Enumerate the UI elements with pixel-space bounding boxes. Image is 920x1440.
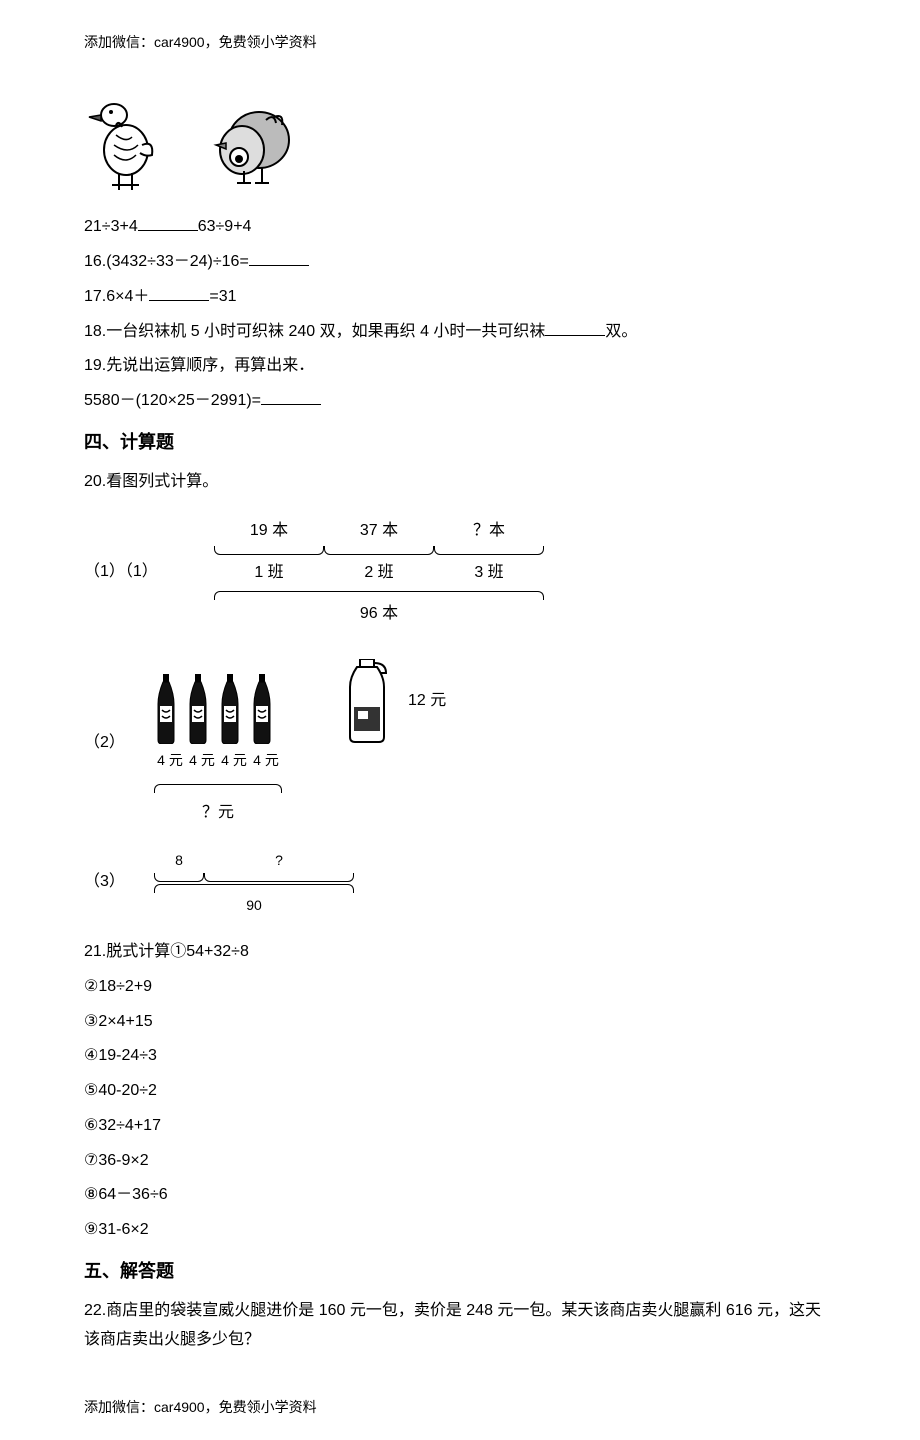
q21-item-7: ⑦36-9×2: [84, 1147, 836, 1176]
q21-intro: 21.脱式计算①54+32÷8: [84, 938, 836, 967]
q19-line2: 5580－(120×25－2991)=: [84, 387, 836, 416]
d2-p1: 4 元: [154, 748, 186, 773]
animal-images: [84, 95, 836, 195]
q20-intro: 20.看图列式计算。: [84, 468, 836, 497]
bottle-icon: [154, 674, 178, 744]
d1-bottom: 96 本: [214, 600, 544, 629]
q16-text: 16.(3432÷33－24)÷16=: [84, 253, 249, 270]
q21-item-3: ③2×4+15: [84, 1008, 836, 1037]
bottle-icon: [186, 674, 210, 744]
q20-d3-label: （3）: [84, 868, 134, 897]
q18-prefix: 18.一台织袜机 5 小时可织袜 240 双，如果再织 4 小时一共可织袜: [84, 323, 545, 340]
d3-left: 8: [154, 848, 204, 873]
water-bottle-icon: [342, 659, 392, 744]
q20-d3: （3） 8 ? 90: [84, 848, 836, 918]
d1-mid3: 3 班: [434, 559, 544, 588]
section4-title: 四、计算题: [84, 426, 836, 458]
q21-item-9: ⑨31-6×2: [84, 1216, 836, 1245]
q21-item-2: ②18÷2+9: [84, 973, 836, 1002]
bottle-icon: [218, 674, 242, 744]
d1-mid1: 1 班: [214, 559, 324, 588]
d3-right: ?: [204, 848, 354, 873]
d1-top3: ？本: [434, 517, 544, 546]
bottle-icon: [250, 674, 274, 744]
d2-big-price: 12 元: [408, 687, 446, 716]
q20-d1-label: （1）（1）: [84, 558, 194, 587]
q17-suffix: =31: [209, 288, 236, 305]
q19-expr: 5580－(120×25－2991)=: [84, 392, 261, 409]
d2-p3: 4 元: [218, 748, 250, 773]
q21-item-8: ⑧64－36÷6: [84, 1181, 836, 1210]
footer-watermark: 添加微信：car4900，免费领小学资料: [84, 1395, 836, 1420]
q18-line: 18.一台织袜机 5 小时可织袜 240 双，如果再织 4 小时一共可织袜 双。: [84, 318, 836, 347]
q17-line: 17.6×4＋ =31: [84, 283, 836, 312]
d1-top1: 19 本: [214, 517, 324, 546]
d1-top2: 37 本: [324, 517, 434, 546]
q20-d2: （2） 12 元 4 元 4 元 4 元 4 元 ？元: [84, 659, 836, 828]
q22-text: 22.商店里的袋装宣威火腿进价是 160 元一包，卖价是 248 元一包。某天该…: [84, 1297, 836, 1355]
d2-p4: 4 元: [250, 748, 282, 773]
section5-title: 五、解答题: [84, 1255, 836, 1287]
q15-expr1: 21÷3+4: [84, 218, 138, 235]
q20-d1: （1）（1） 19 本 37 本 ？本 1 班 2 班 3 班 96 本: [84, 517, 836, 628]
q21-item-5: ⑤40-20÷2: [84, 1077, 836, 1106]
q20-d2-label: （2）: [84, 729, 134, 758]
q21-item-6: ⑥32÷4+17: [84, 1112, 836, 1141]
q17-prefix: 17.6×4＋: [84, 288, 149, 305]
q15-line: 21÷3+4 63÷9+4: [84, 213, 836, 242]
d1-mid2: 2 班: [324, 559, 434, 588]
q15-expr2: 63÷9+4: [198, 218, 252, 235]
d2-total-label: ？元: [154, 799, 282, 828]
q19-line1: 19.先说出运算顺序，再算出来．: [84, 352, 836, 381]
duck-icon: [84, 95, 164, 195]
d3-total: 90: [154, 893, 354, 918]
q16-line: 16.(3432÷33－24)÷16=: [84, 248, 836, 277]
d2-p2: 4 元: [186, 748, 218, 773]
header-watermark: 添加微信：car4900，免费领小学资料: [84, 30, 836, 55]
q18-suffix: 双。: [605, 323, 637, 340]
q21-item-4: ④19-24÷3: [84, 1042, 836, 1071]
chick-icon: [204, 95, 304, 195]
